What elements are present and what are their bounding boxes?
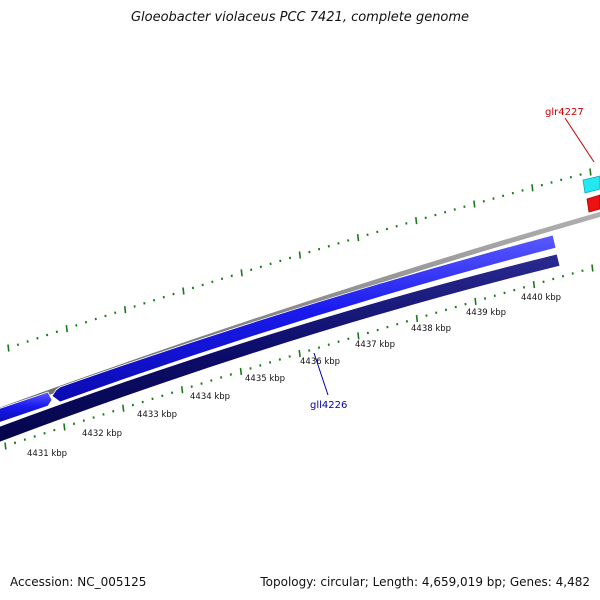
outer-tick-mark [356, 234, 360, 242]
outer-tick-mark [589, 168, 592, 176]
gene-arrow-blue-main [51, 234, 557, 403]
inner-tick-mark [122, 404, 125, 412]
scale-tick-label: 4438 kbp [411, 324, 451, 334]
outer-tick-mark [473, 200, 476, 208]
gene-glr4227-leader [564, 117, 595, 163]
gene-arrow-blue-left [0, 391, 53, 423]
scale-labels: 4431 kbp 4432 kbp 4433 kbp 4434 kbp 4435 kbp… [27, 293, 561, 459]
gene-glr4227-arrow [586, 194, 600, 213]
scale-tick-label: 4432 kbp [82, 429, 122, 439]
outer-tick-mark [182, 287, 185, 295]
outer-tick-mark [65, 325, 68, 333]
outer-tick-mark [415, 217, 418, 225]
outer-tick-mark [531, 184, 534, 192]
scale-tick-label: 4434 kbp [190, 392, 230, 402]
scale-tick-label: 4431 kbp [27, 449, 67, 459]
scale-tick-label: 4440 kbp [521, 293, 561, 303]
inner-tick-mark [357, 332, 360, 340]
inner-tick-mark [298, 349, 301, 358]
inner-tick-mark [63, 423, 66, 431]
inner-tick-mark [180, 386, 184, 394]
scale-tick-label: 4435 kbp [245, 374, 285, 384]
inner-tick-mark [4, 442, 7, 450]
map-title: Gloeobacter violaceus PCC 7421, complete… [130, 10, 470, 25]
outer-tick-mark [298, 251, 302, 259]
gene-gll4226-arrow [0, 253, 561, 443]
inner-tick-mark [532, 280, 536, 289]
scale-tick-label: 4436 kbp [300, 357, 340, 367]
genome-summary-text: Topology: circular; Length: 4,659,019 bp… [260, 575, 590, 589]
scale-tick-label: 4437 kbp [355, 340, 395, 350]
gene-glr4227-label[interactable]: glr4227 [545, 107, 584, 118]
outer-tick-mark [7, 344, 10, 352]
accession-text: Accession: NC_005125 [10, 575, 147, 589]
inner-tick-mark [239, 367, 243, 376]
outer-tick-mark [123, 306, 127, 314]
gene-cyan-segment [582, 175, 600, 194]
gene-gll4226-label[interactable]: gll4226 [310, 400, 347, 411]
scale-tick-label: 4439 kbp [466, 308, 506, 318]
inner-tick-mark [474, 297, 477, 305]
outer-tick-mark [240, 269, 243, 277]
inner-tick-mark [415, 314, 419, 323]
gene-gll4226-leader [313, 352, 329, 396]
inner-tick-mark [591, 264, 594, 272]
scale-tick-label: 4433 kbp [137, 410, 177, 420]
outer-tick-track [7, 168, 592, 352]
inner-tick-track [4, 264, 594, 450]
